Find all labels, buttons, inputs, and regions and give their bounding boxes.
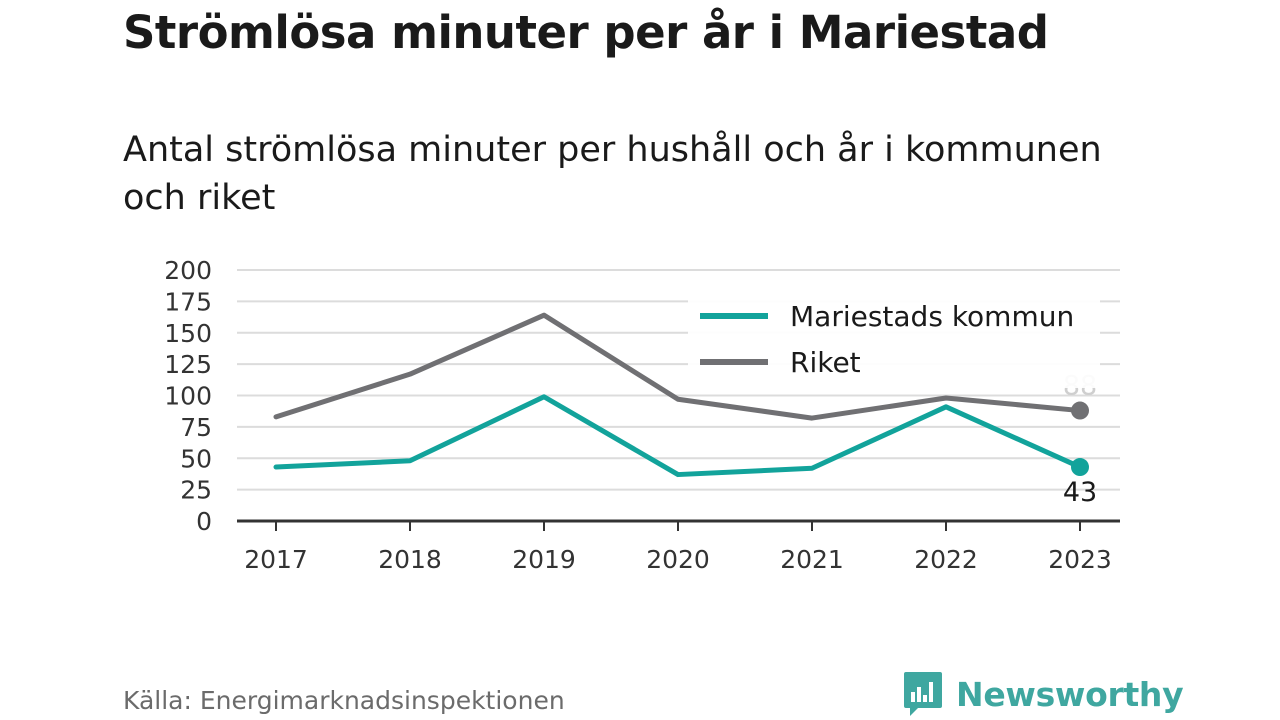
x-tick-label: 2021 [780, 545, 844, 574]
series-line [273, 312, 1083, 421]
x-tick-label: 2019 [512, 545, 576, 574]
y-tick-label: 200 [164, 256, 212, 285]
legend-label: Riket [790, 346, 861, 379]
series-end-point [1071, 458, 1089, 477]
series-line [273, 394, 1083, 478]
end-labels: 8843 [1063, 371, 1097, 508]
x-tick-label: 2018 [378, 545, 442, 574]
x-tick-label: 2022 [914, 545, 978, 574]
y-tick-label: 25 [180, 476, 212, 505]
x-axis: 2017 2018 2019 2020 2021 2022 2023 [237, 519, 1120, 574]
series-lines [273, 312, 1089, 478]
legend-background [688, 296, 1100, 388]
series-end-point [1071, 401, 1089, 420]
y-tick-label: 75 [180, 413, 212, 442]
legend-label: Mariestads kommun [790, 300, 1074, 333]
chart-title: Strömlösa minuter per år i Mariestad [123, 6, 1049, 59]
x-tick-label: 2020 [646, 545, 710, 574]
y-tick-label: 175 [164, 287, 212, 316]
brand-logo: Newsworthy [902, 670, 1184, 718]
y-tick-label: 100 [164, 382, 212, 411]
end-label-kommun: 43 [1063, 477, 1097, 508]
legend: Mariestads kommun Riket [688, 296, 1100, 388]
brand-name: Newsworthy [956, 674, 1184, 714]
newsworthy-logo-icon [904, 672, 942, 716]
y-tick-label: 150 [164, 319, 212, 348]
x-tick-label: 2023 [1048, 545, 1112, 574]
y-tick-label: 0 [196, 507, 212, 536]
x-tick-label: 2017 [244, 545, 308, 574]
chart-subtitle: Antal strömlösa minuter per hushåll och … [123, 130, 1102, 218]
y-tick-label: 50 [180, 444, 212, 473]
y-tick-label: 125 [164, 350, 212, 379]
source-note: Källa: Energimarknadsinspektionen [123, 686, 565, 715]
